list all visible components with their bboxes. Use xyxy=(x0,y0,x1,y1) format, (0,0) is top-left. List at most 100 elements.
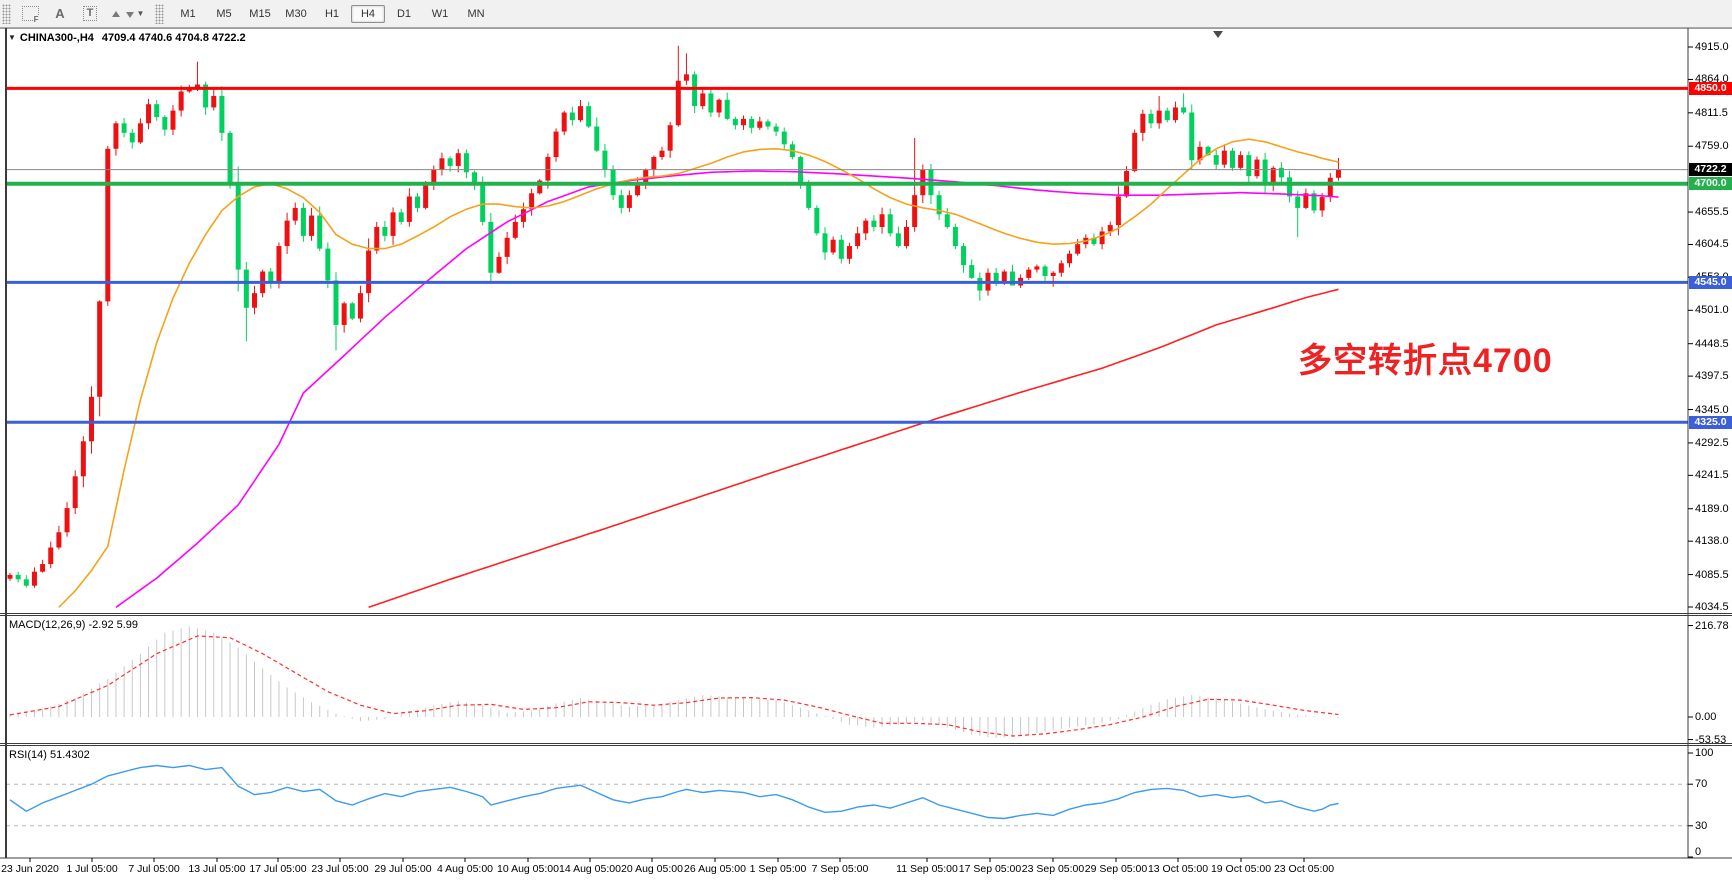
toolbar-drag-handle[interactable] xyxy=(2,3,11,24)
candle-down xyxy=(814,207,820,234)
text-label-icon[interactable]: T xyxy=(78,3,102,25)
candle-up xyxy=(904,226,909,247)
timeframe-button-m30[interactable]: M30 xyxy=(285,7,307,20)
candle-down xyxy=(822,233,828,253)
symbol-ohlc-values: 4709.4 4740.6 4704.8 4722.2 xyxy=(101,32,246,44)
date-label: 1 Sep 05:00 xyxy=(749,863,807,875)
macd-tick-label: 216.78 xyxy=(1695,619,1729,632)
symbol-name: CHINA300-,H4 xyxy=(19,32,94,44)
rsi-tick-label: 70 xyxy=(1695,778,1708,791)
candle-down xyxy=(895,233,901,247)
macd-tick-label: 0.00 xyxy=(1695,711,1717,723)
candle-down xyxy=(1213,155,1219,165)
price-tick-label: 4604.5 xyxy=(1695,238,1729,251)
chart-shift-marker[interactable] xyxy=(1213,31,1223,38)
timeframe-group: M1 M5 M15 M30 H1 H4 D1 W1 MN xyxy=(170,4,494,23)
candle-up xyxy=(1156,110,1162,124)
candle-up xyxy=(1058,263,1064,273)
price-badge-4850.0: 4850.0 xyxy=(1689,81,1732,95)
candle-up xyxy=(659,150,665,158)
price-badge-4700.0: 4700.0 xyxy=(1689,177,1732,191)
down-arrow-icon xyxy=(125,11,134,18)
rsi-tick-label: 0 xyxy=(1695,846,1702,858)
price-tick-label: 4345.0 xyxy=(1695,403,1729,416)
candle-up xyxy=(455,153,461,166)
timeframe-button-mn[interactable]: MN xyxy=(467,7,485,20)
candle-down xyxy=(952,226,958,247)
ma-slow-line xyxy=(368,288,1339,609)
candle-down xyxy=(936,195,942,215)
symbol-label[interactable]: ▼ CHINA300-,H4 4709.4 4740.6 4704.8 4722.2 xyxy=(8,32,246,44)
candle-up xyxy=(635,182,641,196)
candle-down xyxy=(708,93,714,113)
date-label: 11 Sep 05:00 xyxy=(896,863,958,875)
candle-up xyxy=(1001,271,1007,283)
symbol-dropdown-icon[interactable]: ▼ xyxy=(8,33,16,42)
candle-down xyxy=(317,215,323,249)
timeframe-button-h4[interactable]: H4 xyxy=(351,4,385,23)
candle-down xyxy=(300,207,306,236)
arrow-tool-icon[interactable]: A xyxy=(48,3,72,25)
candle-up xyxy=(651,157,657,170)
candle-down xyxy=(969,265,975,278)
candle-down xyxy=(1246,155,1252,177)
price-badge-4325.0: 4325.0 xyxy=(1689,415,1732,429)
candle-down xyxy=(993,272,999,283)
candle-down xyxy=(1148,113,1154,124)
macd-tick-label: -53.53 xyxy=(1695,733,1727,746)
candle-down xyxy=(1189,112,1195,161)
candle-up xyxy=(1303,193,1309,208)
timeframe-button-h1[interactable]: H1 xyxy=(324,7,340,20)
candle-up xyxy=(863,220,869,234)
candle-up xyxy=(846,246,852,259)
candle-down xyxy=(1278,167,1284,178)
chart-canvas[interactable] xyxy=(0,28,1732,893)
candle-down xyxy=(349,303,355,319)
candle-down xyxy=(1009,271,1015,286)
cycle-arrows-button[interactable]: ▼ xyxy=(108,3,146,25)
ma-fast-line xyxy=(58,138,1339,608)
candle-up xyxy=(757,121,763,128)
candle-up xyxy=(431,169,437,184)
candle-up xyxy=(56,532,62,548)
price-tick-label: 4189.0 xyxy=(1695,502,1729,515)
candle-down xyxy=(838,239,844,259)
candle-up xyxy=(357,293,363,319)
toolbar-separator xyxy=(155,3,164,24)
candle-down xyxy=(325,248,331,281)
candle-down xyxy=(333,280,339,325)
candle-up xyxy=(276,246,282,283)
date-label: 19 Oct 05:00 xyxy=(1210,863,1272,875)
macd-values: -2.92 5.99 xyxy=(88,619,139,631)
timeframe-button-m5[interactable]: M5 xyxy=(216,7,232,20)
candle-down xyxy=(398,212,404,222)
rsi-value: 51.4302 xyxy=(49,749,90,761)
candle-up xyxy=(529,193,535,210)
candle-down xyxy=(618,195,624,208)
date-label: 23 Sep 05:00 xyxy=(1021,863,1085,875)
timeframe-button-m1[interactable]: M1 xyxy=(180,7,196,20)
price-badge-4722.2: 4722.2 xyxy=(1689,163,1732,177)
chart-window: ▼ CHINA300-,H4 4709.4 4740.6 4704.8 4722.2… xyxy=(0,28,1732,893)
price-badge-4545.0: 4545.0 xyxy=(1689,275,1732,289)
candle-up xyxy=(545,157,551,181)
candle-down xyxy=(773,126,779,132)
grid-f-icon[interactable]: F xyxy=(18,3,42,25)
candle-up xyxy=(1327,177,1333,198)
candle-up xyxy=(1270,167,1276,186)
candle-up xyxy=(1197,146,1203,161)
candle-down xyxy=(235,183,241,270)
candle-down xyxy=(243,269,249,308)
candle-up xyxy=(879,214,885,227)
candle-up xyxy=(48,547,54,565)
candle-up xyxy=(40,564,46,572)
timeframe-button-d1[interactable]: D1 xyxy=(396,7,412,20)
candle-down xyxy=(781,131,787,145)
candle-down xyxy=(749,118,755,128)
timeframe-button-w1[interactable]: W1 xyxy=(431,7,449,20)
timeframe-button-m15[interactable]: M15 xyxy=(249,7,271,20)
candle-up xyxy=(341,303,347,325)
candle-up xyxy=(1254,159,1260,177)
price-tick-label: 4241.5 xyxy=(1695,469,1729,482)
grid-f-letter: F xyxy=(33,15,39,24)
